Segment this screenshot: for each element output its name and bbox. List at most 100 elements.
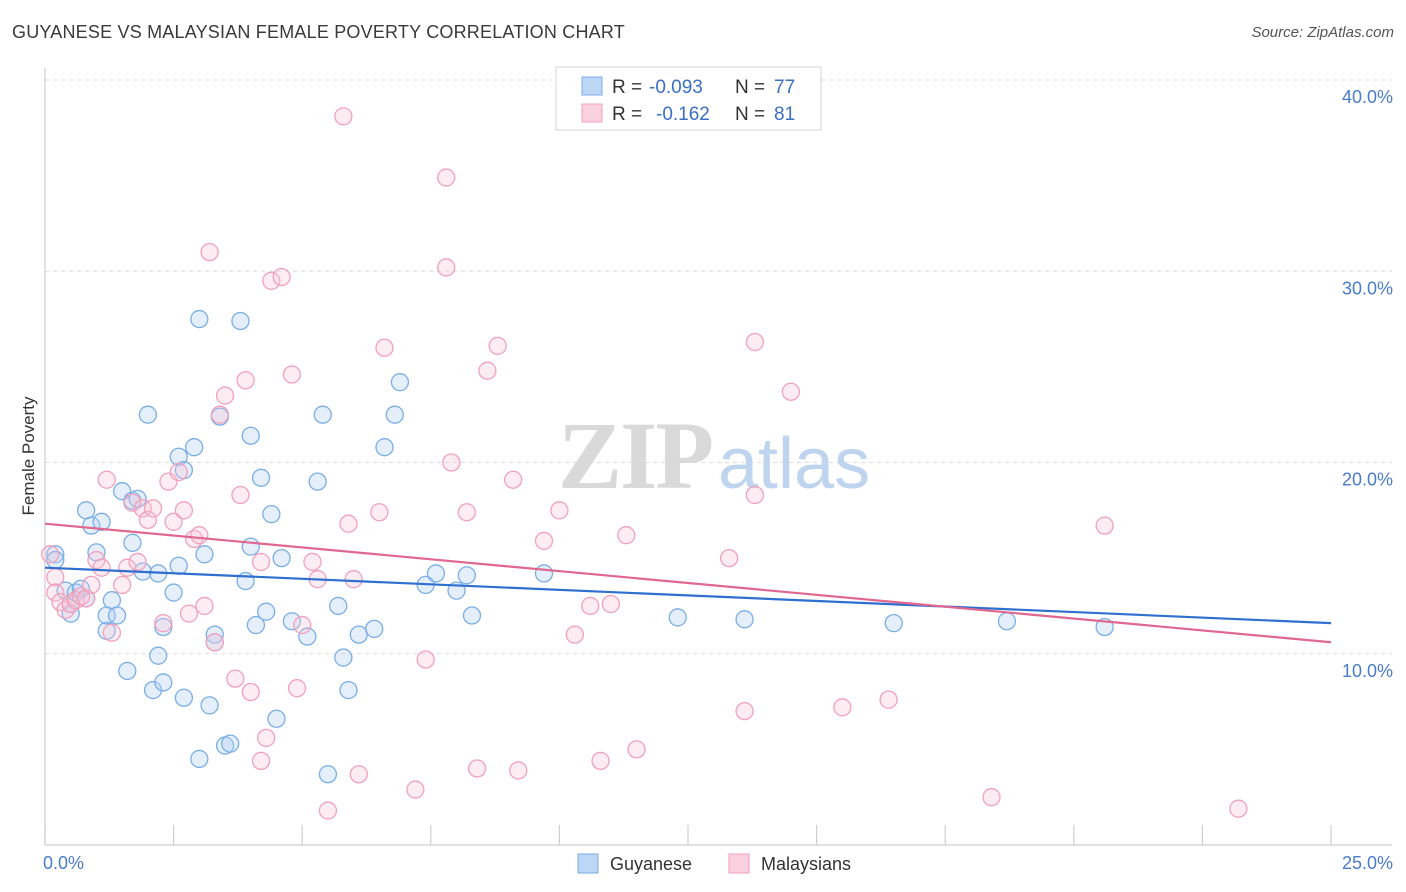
malaysians-point-33 [215,386,235,405]
malaysians-point-53 [370,503,389,522]
guyanese-point-71 [534,564,554,583]
malaysians-point-45 [293,615,312,635]
malaysians-point-31 [205,633,224,652]
malaysians-point-14 [113,575,132,595]
malaysians-point-79 [833,698,852,717]
malaysians-point-21 [154,614,173,633]
malaysians-point-56 [416,650,435,669]
guyanese-point-72 [668,608,687,627]
legend-swatch-guyanese [577,853,599,874]
malaysians-point-77 [745,485,765,505]
guyanese-point-37 [200,696,219,715]
malaysians-point-12 [97,470,116,489]
malaysians-point-17 [128,552,147,572]
malaysians-point-19 [138,510,158,530]
malaysians-point-28 [190,526,209,545]
malaysians-point-51 [344,570,363,589]
malaysians-n-label: N = [735,104,765,125]
series-malaysians [40,107,1248,820]
guyanese-point-70 [462,606,482,625]
y-axis-label: Female Poverty [19,396,38,516]
guyanese-point-55 [308,472,327,491]
guyanese-point-17 [118,661,137,681]
guyanese-r-value: -0.093 [649,77,703,98]
x-tick-label-0: 0.0% [43,853,84,873]
guyanese-point-63 [375,438,394,457]
malaysians-point-64 [503,470,523,489]
stats-legend: R = -0.093 N = 77 R = -0.162 N = 81 [555,66,822,131]
malaysians-point-50 [339,514,358,533]
malaysians-point-65 [509,761,528,780]
guyanese-point-32 [174,688,194,707]
malaysians-point-68 [565,625,584,644]
malaysians-point-18 [133,499,152,518]
guyanese-point-18 [123,533,142,552]
y-tick-label-2: 30.0% [1342,278,1393,298]
guyanese-n-label: N = [735,77,765,98]
malaysians-point-38 [251,552,271,572]
guyanese-point-35 [190,749,209,769]
guyanese-point-8 [77,501,96,520]
axes [44,68,1392,846]
guyanese-point-51 [267,709,286,728]
guyanese-n-value: 77 [774,77,795,98]
y-tick-labels: 10.0% 20.0% 30.0% 40.0% [1342,87,1393,681]
malaysians-point-62 [478,361,497,380]
malaysians-point-36 [236,371,255,390]
guyanese-point-49 [257,602,276,621]
malaysians-point-67 [550,501,569,520]
trend-lines [44,522,1332,644]
malaysians-point-1 [46,568,65,587]
malaysians-legend-swatch [581,103,603,123]
series-guyanese [46,309,1114,784]
legend-swatch-malaysians [728,853,750,874]
malaysians-point-75 [735,701,754,721]
malaysians-n-value: 81 [774,104,795,125]
y-tick-label-0: 10.0% [1342,661,1393,681]
guyanese-point-33 [185,438,204,457]
malaysians-point-60 [457,503,476,522]
guyanese-point-61 [349,625,368,644]
malaysians-point-2 [46,583,65,602]
malaysians-point-11 [92,558,111,577]
malaysians-point-83 [1229,799,1248,818]
guyanese-point-64 [385,405,404,424]
guyanese-point-46 [241,537,260,556]
guyanese-point-47 [246,615,266,635]
malaysians-point-52 [349,765,368,784]
malaysians-point-74 [720,548,739,568]
guyanese-point-28 [164,583,183,602]
malaysians-point-44 [287,679,307,698]
guyanese-point-53 [282,612,302,631]
watermark: ZIP atlas [558,402,870,509]
chart-source: Source: ZipAtlas.com [1251,24,1394,41]
malaysians-point-46 [303,552,322,572]
malaysians-point-78 [781,382,801,401]
malaysians-point-0 [40,545,60,564]
guyanese-point-58 [329,596,348,616]
malaysians-point-40 [251,751,271,770]
malaysians-point-59 [442,453,461,472]
guyanese-point-52 [272,548,291,568]
guyanese-point-69 [457,566,476,585]
guyanese-point-43 [231,311,250,331]
malaysians-r-label: R = [612,104,642,125]
guyanese-point-75 [997,612,1017,631]
malaysians-point-23 [164,512,183,531]
malaysians-point-43 [282,365,302,384]
malaysians-point-58 [437,258,456,277]
guyanese-point-22 [138,405,158,424]
guyanese-point-42 [221,734,240,753]
malaysians-point-37 [241,682,260,702]
guyanese-point-11 [92,512,111,531]
malaysians-point-61 [467,759,487,778]
malaysians-point-20 [143,499,163,518]
malaysians-point-24 [169,462,188,482]
malaysians-point-69 [581,596,600,616]
y-tick-label-3: 40.0% [1342,87,1393,107]
malaysians-point-34 [226,669,245,688]
x-tick-label-1: 25.0% [1342,853,1393,873]
guyanese-point-60 [339,680,358,700]
malaysians-point-29 [195,596,214,616]
